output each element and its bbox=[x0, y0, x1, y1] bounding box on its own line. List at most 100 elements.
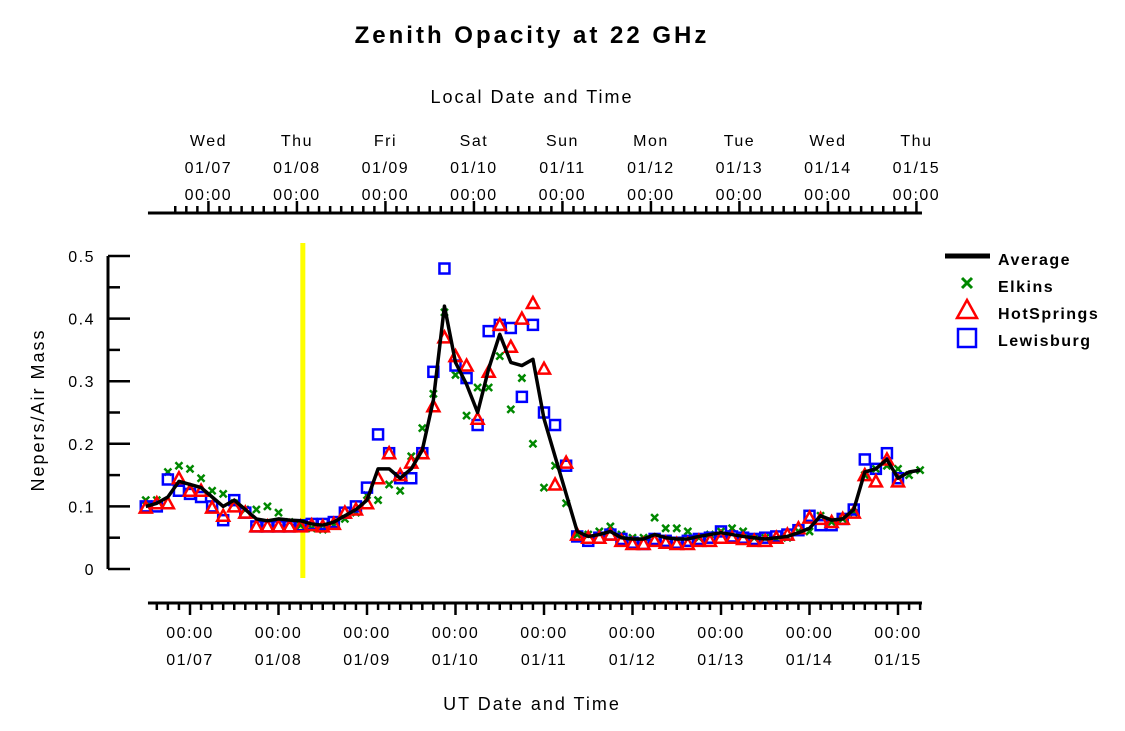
bottom-tick-date: 01/07 bbox=[166, 652, 214, 669]
point-elkins bbox=[373, 495, 383, 505]
top-axis-title: Local Date and Time bbox=[430, 87, 633, 107]
point-elkins bbox=[263, 502, 272, 511]
top-tick-time: 00:00 bbox=[539, 187, 587, 204]
point-elkins bbox=[672, 523, 682, 533]
top-tick-day: Sun bbox=[546, 133, 579, 150]
top-tick-time: 00:00 bbox=[273, 187, 321, 204]
point-lewisburg bbox=[858, 453, 872, 466]
top-tick-date: 01/08 bbox=[273, 160, 321, 177]
x-stroke bbox=[263, 502, 272, 511]
bottom-tick-date: 01/09 bbox=[343, 652, 391, 669]
x-stroke bbox=[661, 523, 671, 533]
point-hotsprings bbox=[381, 444, 398, 460]
point-lewisburg bbox=[371, 428, 385, 441]
point-elkins bbox=[506, 404, 516, 414]
top-tick-day: Fri bbox=[374, 133, 397, 150]
point-hotsprings bbox=[690, 532, 707, 548]
top-tick-date: 01/07 bbox=[185, 160, 233, 177]
point-elkins bbox=[218, 489, 228, 499]
x-stroke bbox=[539, 483, 549, 493]
bottom-tick-time: 00:00 bbox=[786, 625, 834, 642]
y-axis-title: Nepers/Air Mass bbox=[28, 328, 48, 491]
x-stroke bbox=[462, 411, 471, 421]
point-hotsprings bbox=[657, 534, 674, 549]
top-tick-day: Thu bbox=[281, 133, 313, 150]
point-hotsprings bbox=[270, 517, 287, 533]
top-tick-time: 00:00 bbox=[450, 187, 498, 204]
point-hotsprings bbox=[159, 494, 176, 510]
axes: 00:00 01/07 00:00 01/08 00:00 01/09 00:00 01/10… bbox=[68, 133, 941, 669]
point-hotsprings bbox=[679, 535, 696, 551]
bottom-tick-time: 00:00 bbox=[609, 625, 657, 642]
point-elkins bbox=[650, 513, 660, 523]
top-tick-day: Wed bbox=[809, 133, 846, 150]
point-hotsprings bbox=[491, 316, 508, 332]
top-tick-date: 01/15 bbox=[893, 160, 941, 177]
bottom-tick-date: 01/13 bbox=[697, 652, 745, 669]
point-lewisburg bbox=[482, 324, 495, 338]
point-hotsprings bbox=[204, 499, 221, 514]
point-hotsprings bbox=[856, 466, 873, 482]
point-hotsprings bbox=[646, 532, 663, 548]
point-lewisburg bbox=[515, 390, 529, 404]
point-hotsprings bbox=[635, 535, 652, 551]
point-lewisburg bbox=[548, 418, 562, 432]
x-stroke bbox=[495, 351, 505, 361]
y-tick-label: 0.5 bbox=[68, 249, 95, 266]
point-elkins bbox=[661, 523, 671, 533]
point-hotsprings bbox=[723, 529, 741, 544]
top-tick-date: 01/11 bbox=[539, 160, 585, 177]
bottom-tick-time: 00:00 bbox=[432, 625, 480, 642]
point-hotsprings bbox=[613, 532, 630, 548]
point-hotsprings bbox=[546, 475, 564, 491]
legend-hotsprings-swatch bbox=[954, 297, 980, 320]
y-tick-label: 0.4 bbox=[68, 312, 95, 329]
top-tick-day: Tue bbox=[724, 133, 755, 150]
bottom-tick-date: 01/08 bbox=[255, 652, 303, 669]
legend-lewisburg-label: Lewisburg bbox=[998, 333, 1092, 350]
point-elkins bbox=[495, 351, 505, 361]
x-stroke bbox=[517, 373, 527, 383]
point-hotsprings bbox=[215, 507, 232, 523]
bottom-tick-time: 00:00 bbox=[697, 625, 745, 642]
x-stroke bbox=[484, 383, 494, 392]
bottom-tick-date: 01/12 bbox=[609, 652, 657, 669]
y-tick-label: 0.2 bbox=[68, 437, 95, 454]
point-lewisburg bbox=[471, 418, 484, 432]
legend-hotsprings-label: HotSprings bbox=[998, 306, 1099, 323]
point-hotsprings bbox=[867, 472, 884, 488]
legend-lewisburg-swatch bbox=[956, 327, 978, 349]
point-hotsprings bbox=[535, 360, 553, 375]
bottom-tick-date: 01/10 bbox=[432, 652, 480, 669]
top-tick-day: Thu bbox=[900, 133, 932, 150]
point-hotsprings bbox=[292, 517, 309, 533]
x-stroke bbox=[805, 527, 814, 536]
top-tick-date: 01/14 bbox=[804, 160, 852, 177]
legend-elkins-swatch bbox=[960, 276, 974, 290]
top-tick-day: Wed bbox=[190, 133, 227, 150]
legend-elkins-label: Elkins bbox=[998, 279, 1054, 296]
point-hotsprings bbox=[458, 356, 475, 372]
bottom-tick-time: 00:00 bbox=[874, 625, 922, 642]
point-hotsprings bbox=[226, 497, 243, 513]
point-hotsprings bbox=[878, 450, 896, 466]
top-tick-time: 00:00 bbox=[627, 187, 675, 204]
point-lewisburg bbox=[161, 473, 175, 486]
point-lewisburg bbox=[405, 471, 418, 485]
x-stroke bbox=[451, 370, 460, 380]
x-stroke bbox=[251, 505, 261, 514]
x-stroke bbox=[672, 523, 682, 533]
x-stroke bbox=[218, 489, 228, 499]
x-stroke bbox=[174, 461, 184, 471]
chart-title: Zenith Opacity at 22 GHz bbox=[355, 22, 710, 49]
x-stroke bbox=[528, 439, 538, 449]
point-elkins bbox=[528, 439, 538, 449]
point-elkins bbox=[196, 473, 206, 483]
point-lewisburg bbox=[526, 318, 540, 332]
point-elkins bbox=[484, 383, 494, 392]
point-hotsprings bbox=[248, 517, 265, 533]
x-stroke bbox=[185, 464, 195, 474]
point-hotsprings bbox=[591, 529, 608, 544]
x-stroke bbox=[506, 404, 516, 414]
